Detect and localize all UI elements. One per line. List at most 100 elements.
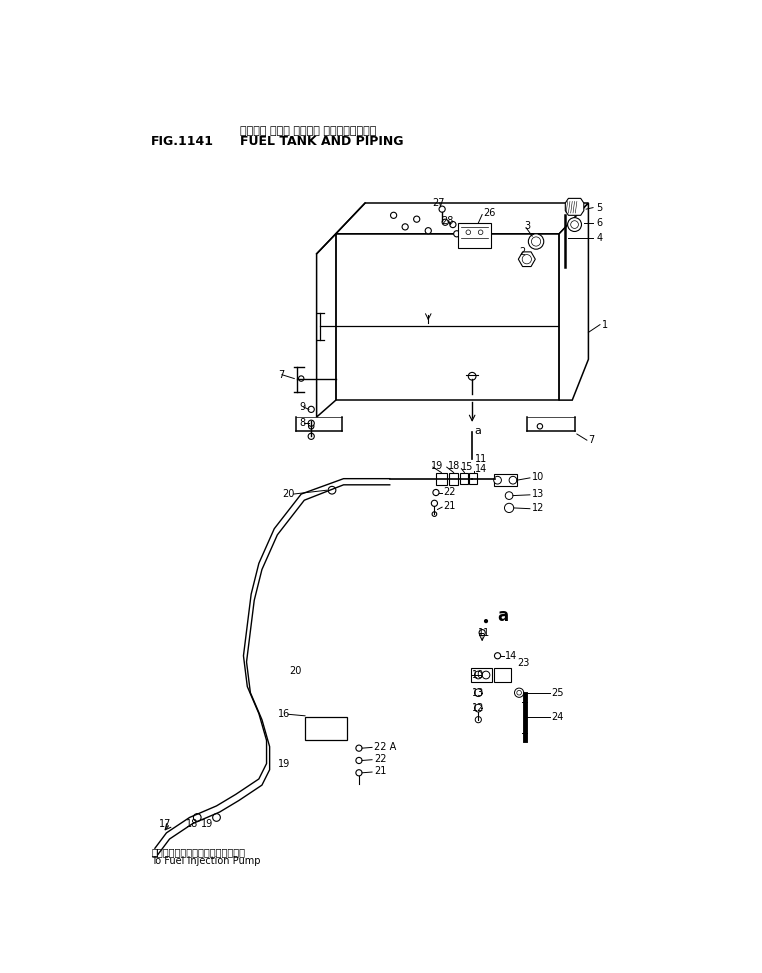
Polygon shape bbox=[518, 252, 535, 267]
Text: 18: 18 bbox=[186, 818, 198, 829]
Text: 19: 19 bbox=[431, 460, 443, 471]
Circle shape bbox=[356, 745, 362, 751]
Text: 16: 16 bbox=[278, 708, 290, 718]
Circle shape bbox=[504, 503, 514, 513]
Circle shape bbox=[522, 255, 531, 264]
Text: 1: 1 bbox=[601, 320, 607, 330]
Text: FUEL TANK AND PIPING: FUEL TANK AND PIPING bbox=[239, 135, 403, 148]
Text: 3: 3 bbox=[524, 221, 530, 232]
Circle shape bbox=[308, 420, 314, 426]
Text: 21: 21 bbox=[443, 501, 456, 512]
Circle shape bbox=[433, 489, 439, 495]
Bar bbox=[305, 717, 347, 740]
Text: To Fuel Injection Pump: To Fuel Injection Pump bbox=[151, 856, 261, 866]
Bar bbox=[457, 223, 491, 248]
Circle shape bbox=[485, 620, 488, 623]
Bar bbox=[436, 473, 447, 485]
Circle shape bbox=[479, 230, 483, 234]
Circle shape bbox=[402, 224, 408, 230]
Text: 14: 14 bbox=[475, 464, 487, 475]
Text: a: a bbox=[498, 607, 509, 625]
Circle shape bbox=[450, 222, 456, 228]
Polygon shape bbox=[336, 203, 588, 234]
Text: 25: 25 bbox=[552, 688, 564, 698]
Circle shape bbox=[475, 671, 482, 679]
Circle shape bbox=[356, 757, 362, 764]
Text: 11: 11 bbox=[479, 628, 491, 637]
Circle shape bbox=[299, 376, 304, 381]
Text: 22: 22 bbox=[374, 754, 387, 764]
Circle shape bbox=[514, 688, 523, 698]
Circle shape bbox=[475, 689, 482, 697]
Text: 7: 7 bbox=[588, 435, 594, 446]
Text: 11: 11 bbox=[475, 454, 487, 464]
Text: 15: 15 bbox=[461, 462, 474, 472]
Circle shape bbox=[475, 704, 482, 712]
Text: フュエルインジェクションポンプへ: フュエルインジェクションポンプへ bbox=[151, 847, 245, 857]
Text: 20: 20 bbox=[290, 667, 302, 676]
Text: 4: 4 bbox=[596, 234, 602, 243]
Text: 17: 17 bbox=[158, 818, 171, 829]
Circle shape bbox=[391, 212, 397, 218]
Text: FIG.1141: FIG.1141 bbox=[151, 135, 214, 148]
Text: 28: 28 bbox=[441, 216, 453, 226]
Bar bbox=[459, 473, 468, 484]
Circle shape bbox=[517, 691, 521, 695]
Text: 10: 10 bbox=[532, 472, 545, 482]
Text: 26: 26 bbox=[484, 208, 496, 218]
Circle shape bbox=[439, 206, 445, 212]
Text: 19: 19 bbox=[201, 818, 213, 829]
Circle shape bbox=[505, 491, 513, 499]
Text: 13: 13 bbox=[472, 688, 485, 698]
Text: 22: 22 bbox=[443, 486, 456, 497]
Text: 27: 27 bbox=[432, 198, 444, 208]
Text: 5: 5 bbox=[596, 202, 603, 213]
Circle shape bbox=[469, 373, 476, 380]
Bar bbox=[469, 473, 477, 484]
Circle shape bbox=[432, 512, 437, 517]
Circle shape bbox=[482, 671, 490, 679]
Circle shape bbox=[328, 486, 336, 494]
Circle shape bbox=[414, 216, 420, 222]
Text: 8: 8 bbox=[299, 418, 306, 428]
Circle shape bbox=[453, 231, 459, 236]
Polygon shape bbox=[336, 234, 559, 400]
Text: 10: 10 bbox=[472, 670, 485, 680]
Polygon shape bbox=[316, 234, 336, 417]
Polygon shape bbox=[565, 198, 584, 215]
Circle shape bbox=[479, 630, 485, 635]
Bar bbox=[494, 668, 511, 682]
Text: 23: 23 bbox=[517, 659, 529, 668]
Text: 12: 12 bbox=[532, 503, 545, 513]
Circle shape bbox=[475, 716, 482, 723]
Circle shape bbox=[571, 221, 578, 229]
Circle shape bbox=[431, 500, 437, 506]
Text: フェルル タンク オヨヒ゛ ハ゛イヒ゛ンク゛: フェルル タンク オヨヒ゛ ハ゛イヒ゛ンク゛ bbox=[239, 126, 376, 135]
Circle shape bbox=[466, 230, 471, 234]
Circle shape bbox=[528, 234, 544, 249]
Bar bbox=[471, 668, 492, 682]
Text: 13: 13 bbox=[532, 489, 545, 499]
Text: 19: 19 bbox=[278, 759, 290, 769]
Circle shape bbox=[309, 423, 314, 429]
Text: 24: 24 bbox=[552, 712, 564, 722]
Text: 9: 9 bbox=[299, 402, 306, 412]
Circle shape bbox=[537, 423, 543, 429]
Circle shape bbox=[568, 218, 581, 232]
Circle shape bbox=[308, 407, 314, 413]
Text: 12: 12 bbox=[472, 703, 485, 713]
Text: 6: 6 bbox=[596, 218, 602, 228]
Circle shape bbox=[356, 770, 362, 775]
Circle shape bbox=[442, 219, 448, 226]
Circle shape bbox=[425, 228, 431, 234]
Text: 7: 7 bbox=[278, 370, 284, 379]
Circle shape bbox=[495, 653, 501, 659]
Circle shape bbox=[494, 477, 501, 484]
Text: 14: 14 bbox=[505, 651, 517, 661]
Text: a: a bbox=[475, 426, 482, 436]
Bar bbox=[449, 473, 458, 485]
Circle shape bbox=[213, 813, 220, 821]
Circle shape bbox=[308, 433, 314, 440]
Circle shape bbox=[509, 477, 517, 484]
Text: 22 A: 22 A bbox=[374, 741, 396, 751]
